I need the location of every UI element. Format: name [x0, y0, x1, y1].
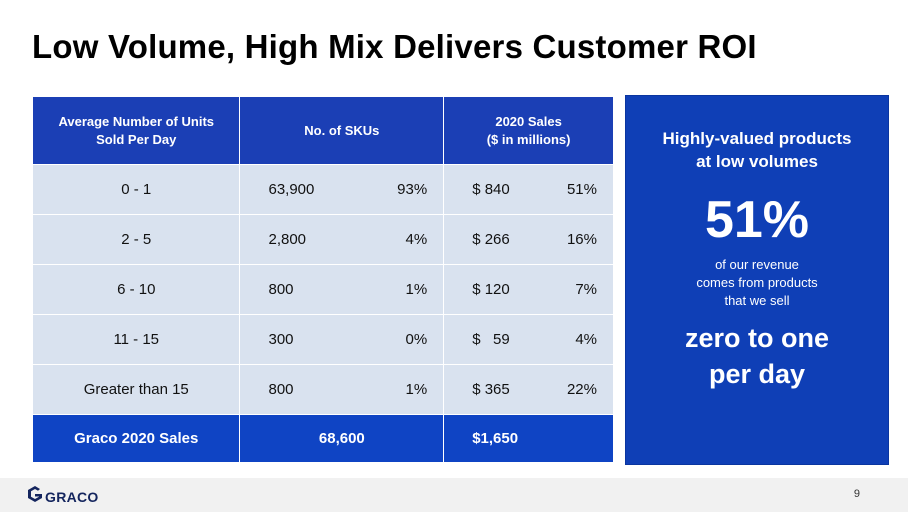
- sales-cell: $ 266 16%: [443, 214, 614, 265]
- callout-emph-line2: per day: [708, 359, 806, 390]
- table-row: 11 - 15 300 0% $ 59 4%: [31, 314, 614, 365]
- table-row: 6 - 10 800 1% $ 120 7%: [31, 264, 614, 315]
- skus-percent: 93%: [397, 181, 428, 198]
- graco-logo: GRACO: [28, 486, 99, 507]
- callout-desc-line3: that we sell: [724, 292, 790, 308]
- units-header-line2: Sold Per Day: [96, 131, 177, 147]
- skus-header: No. of SKUs: [239, 96, 445, 165]
- units-cell: Greater than 15: [31, 364, 241, 415]
- sales-header-line2: ($ in millions): [486, 131, 571, 147]
- callout-emphasis: zero to one per day: [626, 320, 888, 393]
- logo-wordmark: GRACO: [45, 488, 99, 505]
- skus-cell: 2,800 4%: [239, 214, 445, 265]
- sales-header: 2020 Sales ($ in millions): [443, 96, 614, 165]
- units-cell: 11 - 15: [31, 314, 241, 365]
- sales-percent: 4%: [575, 331, 597, 348]
- callout-percent: 51%: [704, 191, 810, 249]
- callout-description: of our revenue comes from products that …: [626, 256, 888, 310]
- sales-percent: 7%: [575, 281, 597, 298]
- total-label: Graco 2020 Sales: [31, 414, 241, 463]
- callout-emph-line1: zero to one: [684, 323, 829, 353]
- table-row: 2 - 5 2,800 4% $ 266 16%: [31, 214, 614, 265]
- total-row: Graco 2020 Sales 68,600 $1,650: [31, 414, 614, 463]
- skus-percent: 4%: [405, 231, 428, 248]
- sales-value: $ 59: [472, 331, 510, 348]
- callout-heading-line1: Highly-valued products: [662, 129, 852, 148]
- skus-value: 300: [268, 331, 294, 348]
- sales-header-line1: 2020 Sales: [495, 113, 562, 129]
- table-header-row: Average Number of Units Sold Per Day No.…: [31, 96, 614, 165]
- sales-value: $ 365: [472, 381, 510, 398]
- callout-desc-line2: comes from products: [696, 274, 818, 290]
- units-cell: 2 - 5: [31, 214, 241, 265]
- sales-value: $ 120: [472, 281, 510, 298]
- page-number: 9: [853, 488, 860, 500]
- skus-cell: 800 1%: [239, 264, 445, 315]
- sales-percent: 16%: [566, 231, 597, 248]
- callout-heading-line2: at low volumes: [696, 151, 818, 171]
- callout-heading: Highly-valued products at low volumes: [626, 128, 888, 174]
- sales-cell: $ 59 4%: [443, 314, 614, 365]
- units-cell: 0 - 1: [31, 164, 241, 215]
- revenue-callout: Highly-valued products at low volumes 51…: [626, 96, 888, 464]
- skus-cell: 800 1%: [239, 364, 445, 415]
- skus-percent: 1%: [405, 381, 428, 398]
- units-header-line1: Average Number of Units: [58, 113, 215, 129]
- units-cell: 6 - 10: [31, 264, 241, 315]
- sales-table: Average Number of Units Sold Per Day No.…: [31, 96, 614, 463]
- units-header: Average Number of Units Sold Per Day: [31, 96, 241, 165]
- sales-percent: 51%: [566, 181, 597, 198]
- skus-value: 800: [268, 281, 294, 298]
- table-row: 0 - 1 63,900 93% $ 840 51%: [31, 164, 614, 215]
- skus-percent: 0%: [405, 331, 428, 348]
- sales-cell: $ 120 7%: [443, 264, 614, 315]
- skus-cell: 63,900 93%: [239, 164, 445, 215]
- callout-desc-line1: of our revenue: [715, 257, 799, 272]
- total-sales: $1,650: [443, 414, 614, 463]
- graco-g-icon: [28, 486, 42, 507]
- sales-value: $ 266: [472, 231, 510, 248]
- total-skus: 68,600: [239, 414, 445, 463]
- table-row: Greater than 15 800 1% $ 365 22%: [31, 364, 614, 415]
- skus-value: 63,900: [268, 181, 315, 198]
- slide-title: Low Volume, High Mix Delivers Customer R…: [32, 28, 757, 65]
- sales-percent: 22%: [566, 381, 597, 398]
- sales-cell: $ 840 51%: [443, 164, 614, 215]
- sales-cell: $ 365 22%: [443, 364, 614, 415]
- footer-band: [0, 478, 908, 512]
- sales-value: $ 840: [472, 181, 510, 198]
- skus-value: 2,800: [268, 231, 307, 248]
- skus-percent: 1%: [405, 281, 428, 298]
- skus-value: 800: [268, 381, 294, 398]
- skus-cell: 300 0%: [239, 314, 445, 365]
